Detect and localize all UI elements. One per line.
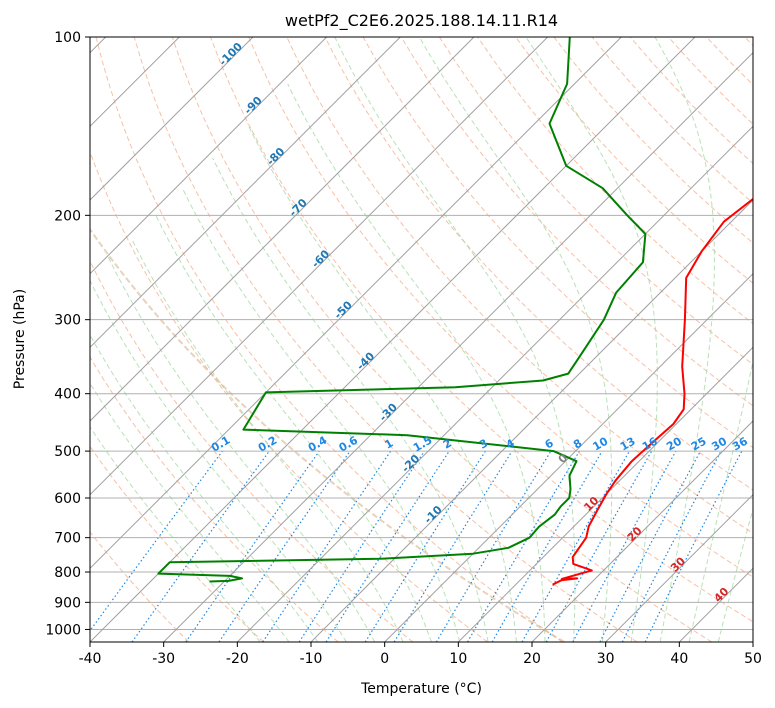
y-tick-label: 200 [54, 208, 81, 224]
dewpoint-profile-line [157, 37, 647, 583]
y-tick-label: 400 [54, 387, 81, 403]
mixing-ratio-line [572, 450, 677, 642]
x-tick-label: -10 [300, 651, 323, 667]
mixing-ratio-line [131, 450, 270, 642]
dry-adiabat-line [133, 37, 638, 642]
mixing-ratio-line [644, 450, 743, 642]
moist-adiabat-line [525, 37, 658, 642]
isotherm-line [90, 37, 475, 422]
mixing-ratio-line [393, 450, 513, 642]
dry-adiabat-line [324, 37, 753, 491]
isotherm-line [236, 125, 753, 642]
isotherm-line [90, 37, 549, 496]
mixing-ratio-line [185, 450, 320, 642]
isotherm-line [90, 37, 254, 201]
isotherm-line [163, 51, 753, 642]
moist-adiabat-line [654, 37, 716, 642]
grid-layer [90, 37, 753, 642]
isotherm-line [310, 199, 753, 642]
dry-adiabat-line [438, 37, 753, 366]
y-tick-label: 500 [54, 444, 81, 460]
dry-adiabat-line [171, 37, 712, 642]
x-tick-label: 50 [744, 651, 762, 667]
dry-adiabat-line [90, 531, 190, 642]
y-axis-label: Pressure (hPa) [12, 289, 28, 389]
plot-frame [89, 36, 754, 643]
x-tick-label: 30 [597, 651, 615, 667]
moist-adiabat-line [107, 256, 376, 642]
isotherm-line [90, 37, 328, 275]
moist-adiabat-line [90, 334, 319, 642]
isotherm-line [752, 641, 753, 642]
moist-adiabat-line [90, 426, 261, 642]
moist-adiabat-line [90, 279, 347, 642]
moist-adiabat-line [287, 83, 546, 642]
plot-background [90, 37, 753, 642]
mixing-ratio-line [521, 450, 631, 642]
mixing-ratio-line [325, 450, 450, 642]
mixing-ratio-line [545, 450, 653, 642]
mixing-ratio-line [298, 450, 425, 642]
y-tick-label: 1000 [45, 622, 81, 638]
y-tick-label: 900 [54, 595, 81, 611]
dry-adiabat-line [90, 445, 264, 642]
dry-adiabat-line [90, 150, 488, 642]
mixing-ratio-line [262, 450, 392, 642]
y-tick-label: 700 [54, 531, 81, 547]
x-tick-label: 10 [449, 651, 467, 667]
dry-adiabat-line [95, 37, 563, 642]
isotherm-line [384, 272, 753, 642]
axis-layer: -40 -30 -20 -10 0 10 20 30 40 50 1000 900 800 700 600 5… [45, 30, 762, 667]
y-tick-label: 800 [54, 565, 81, 581]
moist-adiabat-line [181, 187, 461, 642]
moist-adiabat-line [688, 359, 753, 642]
x-axis-label: Temperature (°C) [360, 681, 482, 697]
temperature-profile-line [552, 197, 753, 586]
moist-adiabat-line [131, 239, 404, 642]
isotherm-line [605, 493, 753, 642]
x-tick-label: -40 [79, 651, 102, 667]
x-tick-label: 40 [670, 651, 688, 667]
dry-adiabat-line [400, 37, 753, 407]
moist-adiabat-line [717, 507, 753, 642]
isotherm-line [90, 37, 622, 570]
y-tick-label: 600 [54, 491, 81, 507]
x-tick-label: 0 [380, 651, 389, 667]
isotherm-line [457, 346, 753, 642]
isotherm-line [90, 37, 696, 642]
x-tick-label: 20 [523, 651, 541, 667]
dry-adiabat-line [515, 37, 753, 284]
moist-adiabat-line [246, 123, 517, 642]
isotherm-line [531, 420, 753, 642]
x-tick-label: -20 [226, 651, 249, 667]
dry-adiabat-line [210, 37, 753, 623]
mixing-ratio-line [218, 450, 351, 642]
isotherm-line [90, 37, 401, 349]
dry-adiabat-line [248, 37, 753, 578]
saturation-curve-line [90, 227, 565, 642]
x-tick-label: -30 [152, 651, 175, 667]
mixing-ratio-line [90, 450, 223, 632]
chart-title: wetPf2_C2E6.2025.188.14.11.R14 [285, 11, 558, 31]
data-layer [157, 37, 753, 586]
y-tick-label: 100 [54, 30, 81, 46]
dry-adiabat-line [90, 356, 339, 642]
y-tick-label: 300 [54, 313, 81, 329]
moist-adiabat-line [155, 215, 432, 642]
